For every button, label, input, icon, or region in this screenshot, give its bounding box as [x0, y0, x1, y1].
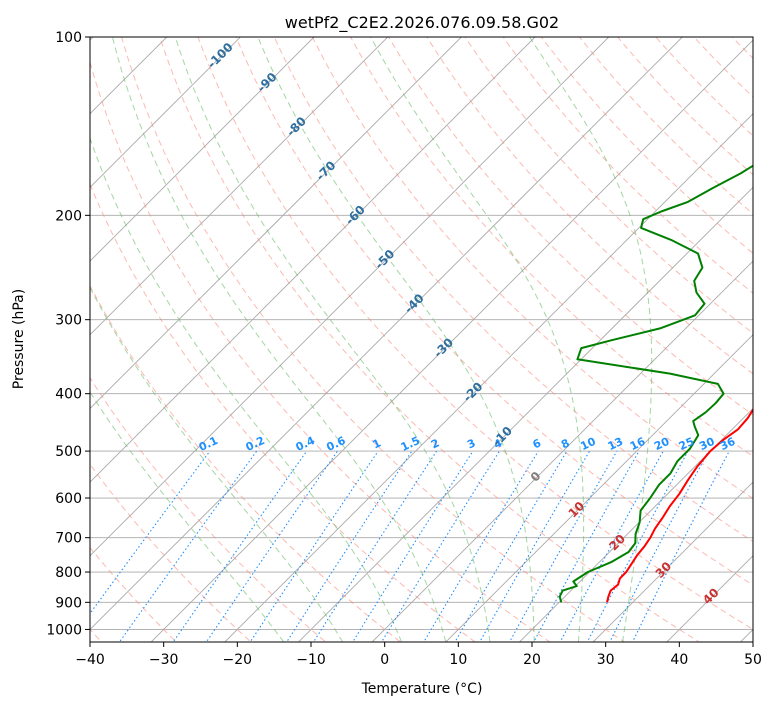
- mixing-ratio-line: [205, 450, 338, 642]
- y-tick-label: 1000: [46, 622, 82, 638]
- dry-adiabat: [350, 37, 753, 457]
- y-tick-label: 500: [55, 444, 82, 460]
- isotherm-line: [90, 37, 684, 631]
- dry-adiabat: [159, 37, 701, 642]
- moist-adiabat: [174, 37, 491, 642]
- mixing-ratio-line: [533, 450, 640, 642]
- moist-adiabat: [370, 37, 585, 642]
- dry-adiabat: [426, 37, 753, 375]
- mixing-ratio-line: [249, 450, 379, 642]
- isotherm-line: [150, 39, 753, 642]
- isotherm-line: [90, 37, 242, 189]
- mixing-ratio-line: [559, 450, 664, 642]
- y-tick-label: 300: [55, 313, 82, 329]
- y-tick-label: 200: [55, 208, 82, 224]
- mixing-ratio-label: 20: [652, 435, 672, 453]
- x-axis-label: Temperature (°C): [361, 681, 483, 697]
- mixing-ratio-label: 10: [578, 435, 598, 453]
- x-tick-label: −30: [149, 652, 179, 668]
- dry-adiabat: [655, 37, 753, 137]
- mixing-ratio-label: 36: [718, 435, 738, 453]
- y-axis-label: Pressure (hPa): [11, 289, 27, 389]
- plot-area: [90, 37, 753, 642]
- dewpoint-line: [558, 164, 753, 603]
- series-layer: [558, 164, 753, 603]
- dry-adiabat: [90, 463, 252, 642]
- background-lines: [90, 37, 753, 642]
- mixing-ratio-line: [454, 450, 568, 642]
- mixing-ratio-label: 13: [606, 435, 625, 453]
- mixing-ratio-line: [380, 450, 500, 642]
- y-tick-label: 800: [55, 565, 82, 581]
- y-tick-label: 700: [55, 531, 82, 547]
- isotherm-line: [518, 407, 753, 642]
- isotherm-line: [297, 186, 753, 642]
- dry-adiabat: [90, 284, 402, 642]
- x-tick-label: 20: [523, 652, 541, 668]
- x-tick-label: −20: [223, 652, 253, 668]
- dry-adiabat: [90, 182, 476, 642]
- y-tick-label: 400: [55, 387, 82, 403]
- y-tick-label: 100: [55, 30, 82, 46]
- isotherm-line: [224, 113, 753, 642]
- dry-adiabat: [235, 37, 753, 586]
- mixing-ratio-line: [312, 450, 438, 642]
- x-tick-label: 10: [449, 652, 467, 668]
- x-tick-label: 40: [670, 652, 688, 668]
- isotherm-line: [90, 37, 463, 410]
- moist-adiabat: [90, 136, 403, 642]
- x-tick-label: 0: [380, 652, 389, 668]
- moist-adiabat: [90, 391, 285, 642]
- isotherm-line: [371, 260, 753, 642]
- dry-adiabat: [617, 37, 753, 176]
- moist-adiabat: [111, 37, 447, 642]
- y-axis: 100 200 300 400 500 600 700 800 900 1000: [46, 30, 90, 638]
- isotherm-line: [90, 37, 610, 557]
- mixing-ratio-label: 16: [628, 435, 648, 453]
- isotherm-line: [592, 481, 753, 642]
- plot-frame: [89, 36, 754, 643]
- x-tick-label: −40: [75, 652, 105, 668]
- y-tick-label: 600: [55, 491, 82, 507]
- temperature-line: [606, 407, 753, 603]
- dry-adiabat: [273, 37, 753, 543]
- y-tick-label: 900: [55, 595, 82, 611]
- x-tick-label: 30: [597, 652, 615, 668]
- chart-title: wetPf2_C2E2.2026.076.09.58.G02: [285, 13, 559, 33]
- mixing-ratio-line: [286, 450, 413, 642]
- x-tick-label: 50: [744, 652, 762, 668]
- mixing-ratio-line: [90, 450, 211, 615]
- moist-adiabat: [90, 286, 344, 642]
- dry-adiabat: [121, 37, 626, 642]
- mixing-ratio-line: [118, 450, 258, 642]
- isotherm-line: [90, 37, 315, 262]
- x-axis: −40 −30 −20 −10 0 10 20 30 40 50: [75, 642, 762, 668]
- mixing-ratio-line: [586, 450, 689, 642]
- dry-adiabat: [311, 37, 753, 500]
- mixing-ratio-line: [479, 450, 591, 642]
- mixing-ratio-label: 30: [697, 435, 717, 453]
- moist-adiabat: [529, 37, 653, 642]
- isotherm-line: [445, 334, 753, 642]
- x-tick-label: −10: [296, 652, 326, 668]
- isotherm-line: [90, 37, 389, 336]
- mixing-ratio-line: [352, 450, 474, 642]
- dry-adiabat: [388, 37, 753, 416]
- mixing-ratio-line: [423, 450, 539, 642]
- dry-adiabat: [464, 37, 753, 334]
- moist-adiabat: [257, 37, 535, 642]
- dry-adiabat: [90, 60, 551, 642]
- isotherm-line: [90, 37, 536, 483]
- mixing-ratio-label: 25: [677, 435, 696, 453]
